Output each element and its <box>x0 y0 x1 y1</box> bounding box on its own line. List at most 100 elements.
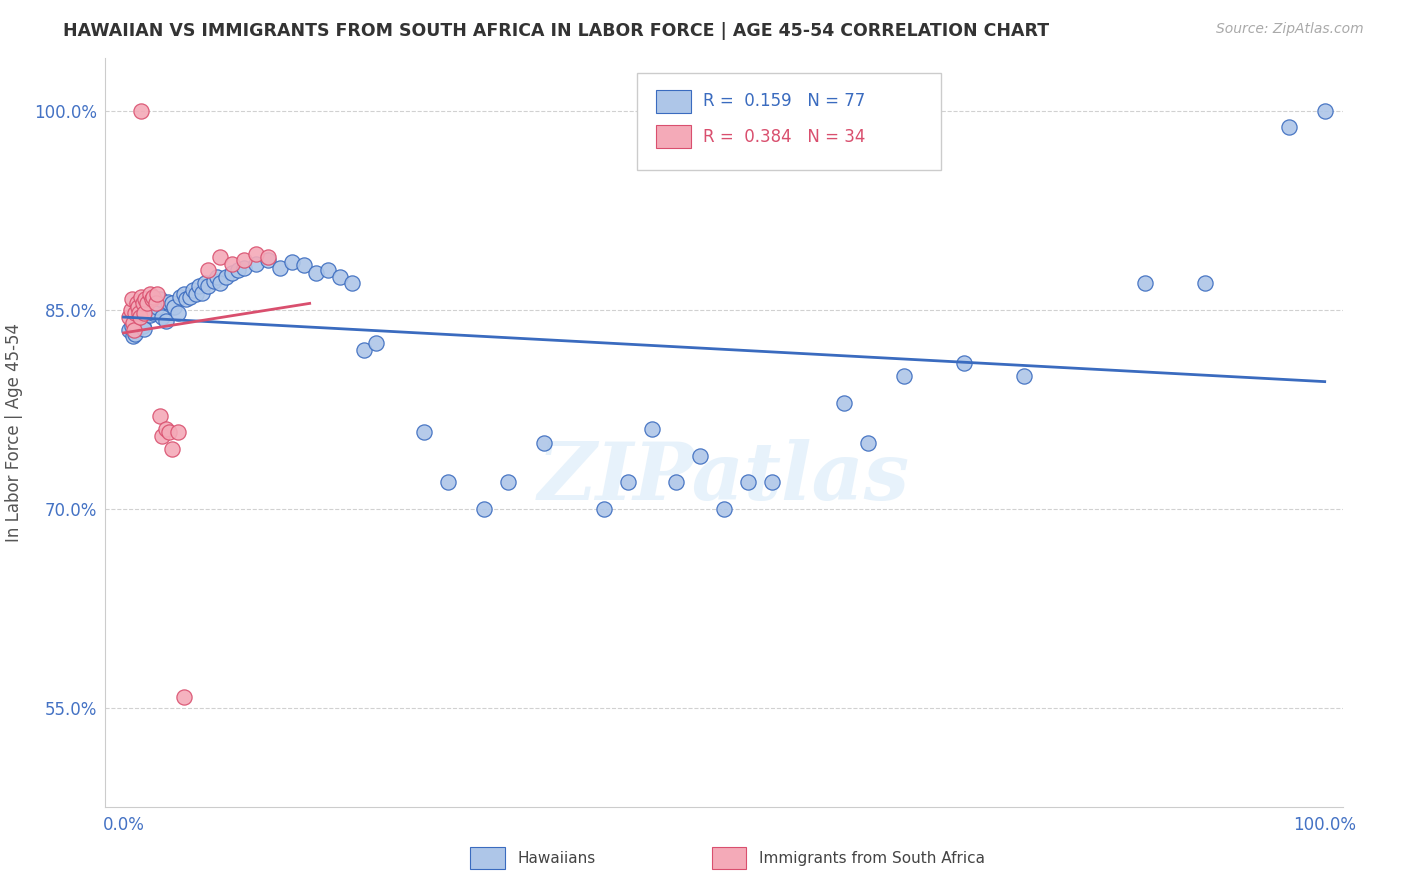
Point <box>197 279 219 293</box>
Point <box>340 277 363 291</box>
Point <box>129 310 152 324</box>
Point <box>1133 277 1156 291</box>
Point <box>641 422 664 436</box>
Point <box>145 296 167 310</box>
Point <box>221 256 243 270</box>
Point <box>245 247 267 261</box>
Point <box>118 310 141 324</box>
Point <box>269 260 291 275</box>
Point <box>205 269 228 284</box>
Point <box>533 435 555 450</box>
Point <box>138 302 160 317</box>
Text: R =  0.159   N = 77: R = 0.159 N = 77 <box>703 93 865 111</box>
Point <box>134 293 156 307</box>
FancyBboxPatch shape <box>657 90 690 112</box>
Point <box>136 296 159 310</box>
Point <box>139 308 162 322</box>
Point <box>131 313 153 327</box>
Point <box>127 310 149 324</box>
Point <box>122 329 145 343</box>
Point <box>148 293 170 307</box>
Point <box>142 290 165 304</box>
Point <box>122 316 145 330</box>
Point <box>893 369 915 384</box>
Point <box>188 279 211 293</box>
Point <box>132 305 155 319</box>
Point <box>181 283 204 297</box>
Point <box>145 296 167 310</box>
Point <box>142 305 165 319</box>
Point <box>166 305 188 319</box>
Point <box>184 287 207 301</box>
Point <box>208 277 231 291</box>
FancyBboxPatch shape <box>471 847 505 870</box>
Text: R =  0.384   N = 34: R = 0.384 N = 34 <box>703 128 866 145</box>
Point <box>214 269 236 284</box>
Point <box>593 501 616 516</box>
Point <box>737 475 759 490</box>
Point <box>329 269 352 284</box>
Point <box>226 263 249 277</box>
Point <box>280 255 302 269</box>
FancyBboxPatch shape <box>637 73 941 170</box>
Point <box>166 425 188 439</box>
Point <box>496 475 519 490</box>
Point <box>190 285 212 300</box>
Point <box>232 260 254 275</box>
Point <box>858 435 880 450</box>
Point <box>245 256 267 270</box>
Point <box>232 252 254 267</box>
Point <box>208 250 231 264</box>
Point <box>256 252 278 267</box>
Point <box>146 287 169 301</box>
Point <box>128 305 150 319</box>
Point <box>617 475 640 490</box>
FancyBboxPatch shape <box>711 847 747 870</box>
Point <box>121 318 143 333</box>
Point <box>139 287 162 301</box>
Point <box>131 318 153 333</box>
Point <box>1014 369 1036 384</box>
Point <box>141 293 163 307</box>
Point <box>761 475 783 490</box>
Point <box>146 301 169 315</box>
Point <box>305 266 328 280</box>
Point <box>436 475 458 490</box>
Point <box>131 296 153 310</box>
Point <box>689 449 711 463</box>
FancyBboxPatch shape <box>657 126 690 148</box>
Point <box>832 396 855 410</box>
Text: Source: ZipAtlas.com: Source: ZipAtlas.com <box>1216 22 1364 37</box>
Point <box>169 290 191 304</box>
Point <box>163 301 186 315</box>
Point <box>155 422 177 436</box>
Point <box>127 301 149 315</box>
Point <box>364 336 387 351</box>
Point <box>124 316 146 330</box>
Point <box>665 475 688 490</box>
Text: Hawaiians: Hawaiians <box>517 851 596 866</box>
Point <box>160 442 183 457</box>
Point <box>131 290 153 304</box>
Point <box>953 356 976 370</box>
Point <box>150 429 173 443</box>
Point <box>197 263 219 277</box>
Point <box>1313 103 1336 118</box>
Point <box>1278 120 1301 134</box>
Y-axis label: In Labor Force | Age 45-54: In Labor Force | Age 45-54 <box>6 323 22 542</box>
Point <box>124 323 146 337</box>
Point <box>124 326 146 341</box>
Point <box>1194 277 1216 291</box>
Point <box>134 296 156 310</box>
Point <box>292 258 315 272</box>
Text: Immigrants from South Africa: Immigrants from South Africa <box>759 851 984 866</box>
Point <box>173 690 195 705</box>
Point <box>194 277 217 291</box>
Point <box>713 501 735 516</box>
Point <box>148 409 170 423</box>
Text: HAWAIIAN VS IMMIGRANTS FROM SOUTH AFRICA IN LABOR FORCE | AGE 45-54 CORRELATION : HAWAIIAN VS IMMIGRANTS FROM SOUTH AFRICA… <box>63 22 1049 40</box>
Point <box>353 343 375 357</box>
Point <box>136 301 159 315</box>
Point <box>412 425 434 439</box>
Point <box>472 501 495 516</box>
